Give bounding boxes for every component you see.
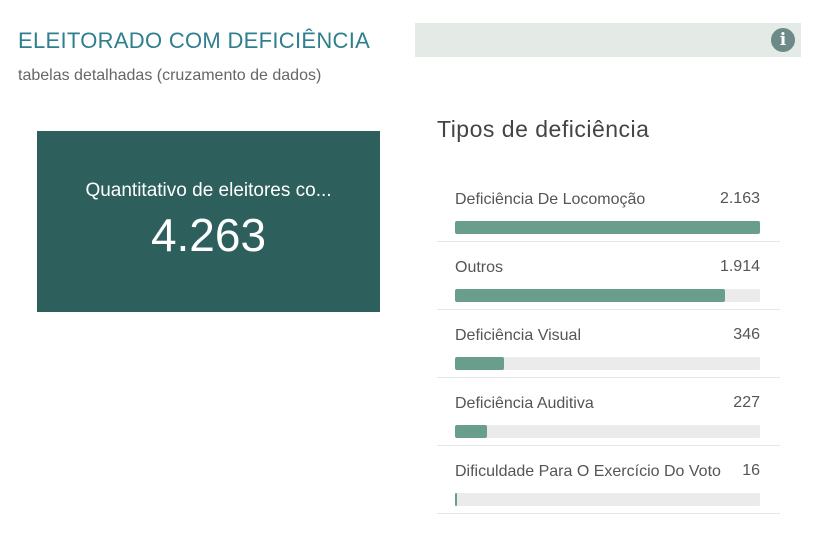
- item-value: 227: [733, 394, 760, 411]
- item-bar-fill: [455, 221, 760, 234]
- item-label: Outros: [455, 259, 504, 276]
- page-subtitle: tabelas detalhadas (cruzamento de dados): [18, 67, 322, 84]
- item-bar-track: [455, 493, 760, 506]
- item-bar-fill: [455, 425, 487, 438]
- item-label: Dificuldade Para O Exercício Do Voto: [455, 463, 721, 480]
- types-list: Deficiência De Locomoção 2.163 Outros 1.91…: [437, 174, 780, 514]
- item-label: Deficiência De Locomoção: [455, 191, 646, 208]
- item-bar-track: [455, 357, 760, 370]
- item-value: 346: [733, 326, 760, 343]
- list-item[interactable]: Deficiência De Locomoção 2.163: [437, 174, 780, 242]
- header-bar: i: [415, 23, 801, 57]
- card-label: Quantitativo de eleitores co...: [85, 180, 332, 201]
- card-value: 4.263: [150, 209, 267, 261]
- list-item[interactable]: Outros 1.914: [437, 242, 780, 310]
- item-bar-fill: [455, 289, 725, 302]
- item-value: 16: [742, 462, 760, 479]
- item-bar-fill: [455, 357, 504, 370]
- item-value: 1.914: [719, 258, 760, 275]
- item-label: Deficiência Visual: [455, 327, 581, 344]
- info-icon[interactable]: i: [771, 28, 795, 52]
- item-bar-track: [455, 221, 760, 234]
- page-title: ELEITORADO COM DEFICIÊNCIA: [18, 28, 371, 53]
- item-bar-fill: [455, 493, 458, 506]
- item-value: 2.163: [719, 190, 760, 207]
- types-title: Tipos de deficiência: [437, 116, 650, 142]
- total-voters-card[interactable]: Quantitativo de eleitores co... 4.263: [37, 131, 380, 312]
- list-item[interactable]: Deficiência Visual 346: [437, 310, 780, 378]
- item-label: Deficiência Auditiva: [455, 395, 594, 412]
- item-bar-track: [455, 289, 760, 302]
- list-item[interactable]: Deficiência Auditiva 227: [437, 378, 780, 446]
- item-bar-track: [455, 425, 760, 438]
- list-item[interactable]: Dificuldade Para O Exercício Do Voto 16: [437, 446, 780, 514]
